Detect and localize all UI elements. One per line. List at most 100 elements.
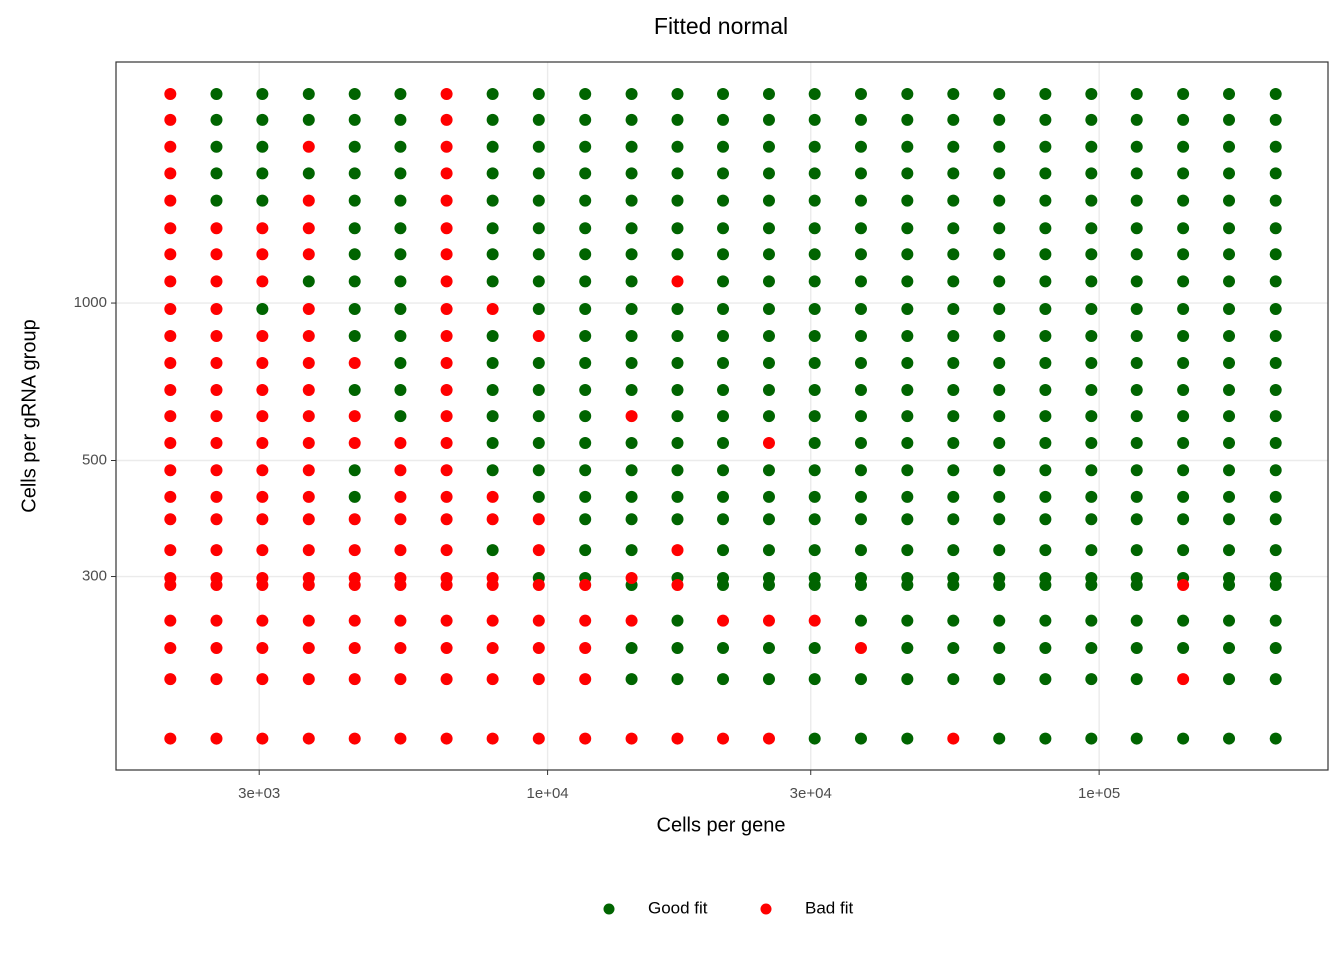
- point: [394, 464, 407, 477]
- point: [947, 437, 960, 450]
- point: [808, 732, 821, 745]
- point: [1085, 614, 1098, 627]
- point: [348, 329, 361, 342]
- point: [532, 410, 545, 423]
- point: [256, 437, 269, 450]
- point: [302, 437, 315, 450]
- point: [210, 140, 223, 153]
- point: [486, 140, 499, 153]
- point: [348, 642, 361, 655]
- point: [625, 383, 638, 396]
- point: [854, 544, 867, 557]
- point: [256, 490, 269, 503]
- point: [1177, 303, 1190, 316]
- point: [1130, 410, 1143, 423]
- point: [717, 140, 730, 153]
- point: [901, 673, 914, 686]
- point: [256, 579, 269, 592]
- point: [440, 167, 453, 180]
- point: [1039, 579, 1052, 592]
- point: [1039, 167, 1052, 180]
- point: [1039, 194, 1052, 207]
- point: [1039, 513, 1052, 526]
- point: [210, 329, 223, 342]
- point: [532, 303, 545, 316]
- point: [762, 490, 775, 503]
- point: [671, 329, 684, 342]
- point: [1177, 410, 1190, 423]
- point: [1269, 194, 1282, 207]
- point: [762, 140, 775, 153]
- point: [947, 222, 960, 235]
- point: [854, 88, 867, 101]
- point: [302, 464, 315, 477]
- point: [1177, 329, 1190, 342]
- point: [808, 194, 821, 207]
- point: [486, 614, 499, 627]
- point: [671, 513, 684, 526]
- point: [1269, 113, 1282, 126]
- point: [854, 222, 867, 235]
- point: [762, 410, 775, 423]
- point: [256, 248, 269, 261]
- point: [256, 357, 269, 370]
- point: [1223, 88, 1236, 101]
- point: [440, 383, 453, 396]
- point: [671, 275, 684, 288]
- point: [486, 513, 499, 526]
- point: [440, 248, 453, 261]
- point: [1130, 544, 1143, 557]
- point: [348, 614, 361, 627]
- point: [762, 513, 775, 526]
- point: [762, 673, 775, 686]
- point: [854, 614, 867, 627]
- point: [394, 732, 407, 745]
- point: [486, 167, 499, 180]
- point: [717, 410, 730, 423]
- point: [625, 513, 638, 526]
- point: [1085, 88, 1098, 101]
- point: [348, 88, 361, 101]
- point: [1269, 357, 1282, 370]
- point: [717, 275, 730, 288]
- point: [348, 732, 361, 745]
- point: [993, 383, 1006, 396]
- point: [394, 248, 407, 261]
- point: [440, 88, 453, 101]
- point: [164, 732, 177, 745]
- point: [1269, 140, 1282, 153]
- point: [440, 437, 453, 450]
- point: [762, 303, 775, 316]
- point: [486, 275, 499, 288]
- point: [486, 329, 499, 342]
- point: [1177, 732, 1190, 745]
- point: [579, 544, 592, 557]
- point: [901, 113, 914, 126]
- point: [671, 88, 684, 101]
- point: [210, 88, 223, 101]
- point: [717, 464, 730, 477]
- point: [1039, 275, 1052, 288]
- point: [993, 642, 1006, 655]
- point: [440, 329, 453, 342]
- point: [256, 222, 269, 235]
- point: [532, 329, 545, 342]
- point: [947, 383, 960, 396]
- point: [947, 464, 960, 477]
- point: [993, 303, 1006, 316]
- point: [1039, 673, 1052, 686]
- point: [348, 544, 361, 557]
- point: [440, 673, 453, 686]
- y-tick-label: 1000: [74, 294, 107, 311]
- point: [348, 673, 361, 686]
- point: [256, 732, 269, 745]
- point: [579, 275, 592, 288]
- point: [854, 410, 867, 423]
- point: [348, 579, 361, 592]
- point: [532, 673, 545, 686]
- point: [394, 222, 407, 235]
- point: [808, 437, 821, 450]
- point: [256, 113, 269, 126]
